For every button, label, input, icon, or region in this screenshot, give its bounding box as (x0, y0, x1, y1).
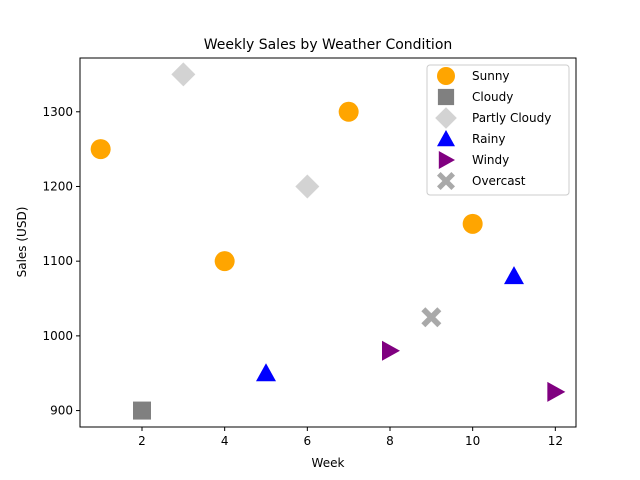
y-tick-label: 1000 (42, 329, 73, 343)
data-point (214, 251, 235, 272)
legend-label: Sunny (472, 69, 510, 83)
axes-frame (79, 57, 577, 428)
legend-label: Overcast (472, 174, 526, 188)
legend-marker (437, 130, 455, 147)
legend-label: Partly Cloudy (472, 111, 551, 125)
legend-marker (437, 67, 455, 85)
legend-label: Cloudy (472, 90, 513, 104)
y-axis-label: Sales (USD) (15, 207, 29, 278)
data-point (295, 174, 320, 199)
x-tick-label: 12 (548, 434, 563, 448)
data-point (462, 213, 483, 234)
legend-frame (426, 64, 570, 196)
y-tick-label: 900 (50, 404, 73, 418)
data-point (382, 340, 400, 361)
x-tick-label: 10 (465, 434, 480, 448)
y-tick-label: 1300 (42, 105, 73, 119)
legend-marker (435, 107, 457, 129)
legend-label: Windy (472, 153, 509, 167)
data-point (171, 62, 196, 87)
data-point (504, 266, 524, 285)
x-tick-label: 6 (304, 434, 312, 448)
data-point (547, 381, 566, 402)
data-point (338, 101, 359, 122)
legend-marker (437, 88, 455, 106)
y-axis: 900 1000 1100 1200 1300 (42, 105, 80, 418)
plot-area (90, 62, 566, 420)
legend-marker (437, 172, 455, 190)
x-axis: 2 4 6 8 10 12 (138, 427, 563, 448)
data-point (256, 363, 276, 382)
data-point (133, 401, 151, 420)
legend-label: Rainy (472, 132, 505, 146)
x-tick-label: 8 (386, 434, 394, 448)
data-point (90, 139, 111, 160)
x-axis-label: Week (312, 456, 345, 470)
y-tick-label: 1200 (42, 179, 73, 193)
data-point (421, 307, 442, 328)
chart-title: Weekly Sales by Weather Condition (204, 37, 453, 53)
y-tick-label: 1100 (42, 254, 73, 268)
x-tick-label: 4 (221, 434, 229, 448)
x-tick-label: 2 (138, 434, 146, 448)
legend-marker (438, 151, 455, 169)
legend: Sunny Cloudy Partly Cloudy Rainy Windy Overca… (426, 64, 570, 196)
